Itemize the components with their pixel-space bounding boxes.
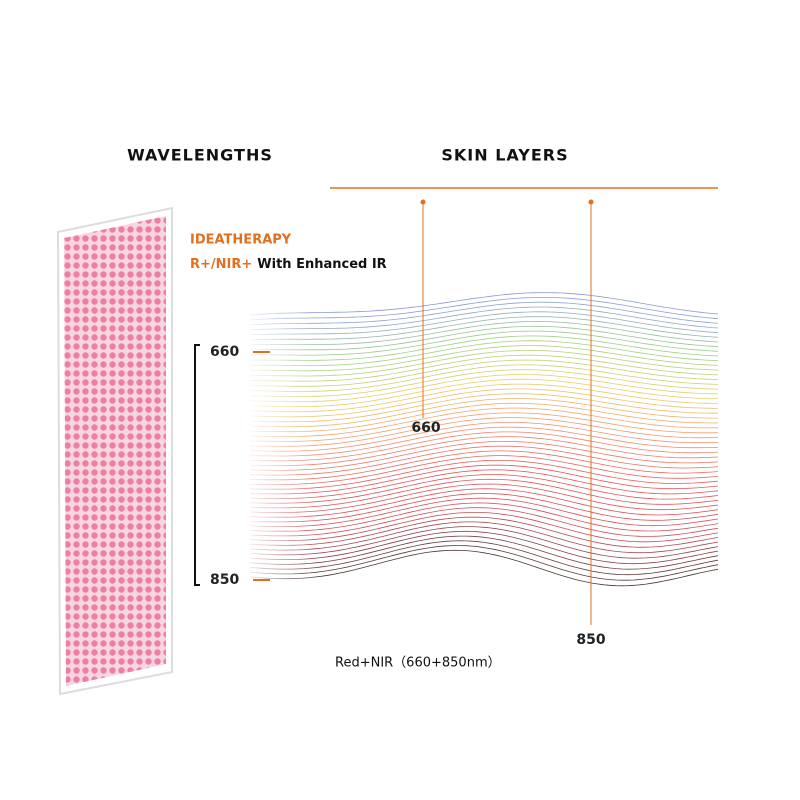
led-panel [64,216,166,686]
caption: Red+NIR（660+850nm） [335,656,501,671]
tagline: R+/NIR+ With Enhanced IR [190,257,387,272]
scale-label: 850 [210,572,239,588]
marker-dot [420,199,426,205]
brand-name: IDEATHERAPY [190,233,292,248]
skin-label: 850 [576,632,605,648]
bracket [194,344,200,586]
heading: WAVELENGTHS [127,146,273,165]
skin-label: 660 [411,420,440,436]
wave-fade [240,290,740,610]
heading: SKIN LAYERS [441,146,568,165]
tagline-highlight: R+/NIR+ [190,257,252,272]
scale-label: 660 [210,344,239,360]
marker-dot [588,199,594,205]
tagline-text: With Enhanced IR [257,257,386,272]
